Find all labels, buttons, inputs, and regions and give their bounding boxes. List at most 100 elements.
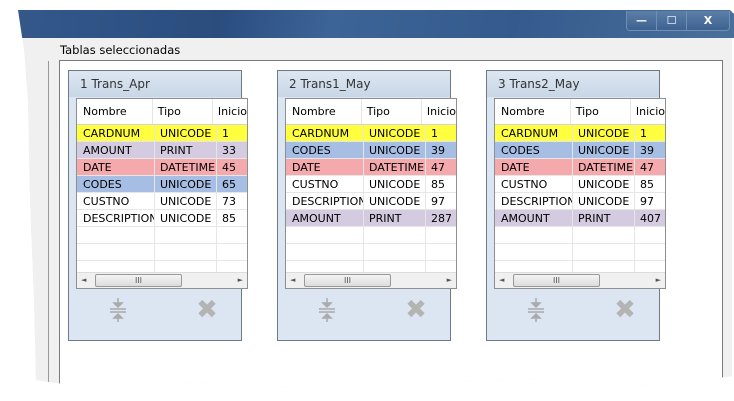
horizontal-scrollbar[interactable]: ◄ III ►: [77, 272, 247, 288]
table-card: 1 Trans_Apr Nombre Tipo Inicio CARDNUM U…: [68, 70, 248, 341]
scroll-thumb[interactable]: III: [513, 274, 600, 287]
x-icon[interactable]: ✖: [614, 295, 636, 325]
scroll-thumb[interactable]: III: [304, 274, 391, 287]
split-arrows-icon[interactable]: [524, 296, 548, 324]
cell-tipo: UNICODE: [573, 176, 635, 192]
table-row[interactable]: CARDNUM UNICODE 1: [286, 125, 456, 142]
table-row[interactable]: CUSTNO UNICODE 85: [495, 176, 665, 193]
table-row[interactable]: AMOUNT PRINT 407: [495, 210, 665, 227]
cell-tipo: UNICODE: [155, 210, 217, 226]
empty-row: [77, 244, 247, 261]
cell-tipo: UNICODE: [155, 176, 217, 192]
scroll-left-icon[interactable]: ◄: [81, 276, 87, 284]
cell-tipo: UNICODE: [573, 142, 635, 158]
scroll-right-icon[interactable]: ►: [237, 276, 243, 284]
cell-inicio: 1: [222, 127, 229, 140]
cell-inicio: 97: [431, 195, 445, 208]
column-header-nombre[interactable]: Nombre: [286, 99, 362, 124]
minimize-button[interactable]: —: [627, 11, 657, 30]
horizontal-scrollbar[interactable]: ◄ III ►: [495, 272, 665, 288]
cell-tipo: UNICODE: [364, 176, 426, 192]
cell-tipo: UNICODE: [573, 193, 635, 209]
cell-inicio: 407: [640, 212, 661, 225]
table-row[interactable]: DATE DATETIME 45: [77, 159, 247, 176]
column-header-tipo[interactable]: Tipo: [153, 99, 213, 124]
cell-nombre: CODES: [286, 142, 364, 158]
cell-inicio: 85: [431, 178, 445, 191]
table-row[interactable]: DATE DATETIME 47: [286, 159, 456, 176]
cell-inicio: 1: [640, 127, 647, 140]
fields-grid[interactable]: Nombre Tipo Inicio CARDNUM UNICODE 1 COD…: [494, 98, 666, 289]
cell-nombre: CARDNUM: [77, 125, 155, 141]
table-row[interactable]: AMOUNT PRINT 33: [77, 142, 247, 159]
horizontal-scrollbar[interactable]: ◄ III ►: [286, 272, 456, 288]
table-card: 2 Trans1_May Nombre Tipo Inicio CARDNUM …: [277, 70, 457, 341]
table-row[interactable]: CARDNUM UNICODE 1: [77, 125, 247, 142]
cell-nombre: CARDNUM: [495, 125, 573, 141]
table-row[interactable]: CODES UNICODE 65: [77, 176, 247, 193]
cell-inicio: 1: [431, 127, 438, 140]
column-header-nombre[interactable]: Nombre: [495, 99, 571, 124]
cell-nombre: CUSTNO: [495, 176, 573, 192]
cell-tipo: PRINT: [155, 142, 217, 158]
cell-tipo: PRINT: [573, 210, 635, 226]
empty-row: [495, 227, 665, 244]
cell-inicio: 47: [640, 161, 654, 174]
cell-nombre: DESCRIPTION: [495, 193, 573, 209]
cell-inicio: 97: [640, 195, 654, 208]
table-row[interactable]: AMOUNT PRINT 287: [286, 210, 456, 227]
fields-grid[interactable]: Nombre Tipo Inicio CARDNUM UNICODE 1 AMO…: [76, 98, 248, 289]
column-header-inicio[interactable]: Inicio: [426, 105, 456, 118]
split-arrows-icon[interactable]: [106, 296, 130, 324]
cell-inicio: 287: [431, 212, 452, 225]
table-row[interactable]: CARDNUM UNICODE 1: [495, 125, 665, 142]
fields-grid[interactable]: Nombre Tipo Inicio CARDNUM UNICODE 1 COD…: [285, 98, 457, 289]
grid-header: Nombre Tipo Inicio: [495, 99, 665, 125]
split-arrows-icon[interactable]: [315, 296, 339, 324]
table-row[interactable]: CUSTNO UNICODE 73: [77, 193, 247, 210]
grid-header: Nombre Tipo Inicio: [286, 99, 456, 125]
cell-inicio: 85: [640, 178, 654, 191]
column-header-inicio[interactable]: Inicio: [635, 105, 665, 118]
x-icon[interactable]: ✖: [405, 295, 427, 325]
table-row[interactable]: CODES UNICODE 39: [286, 142, 456, 159]
cell-tipo: UNICODE: [364, 125, 426, 141]
cell-tipo: UNICODE: [364, 193, 426, 209]
x-icon[interactable]: ✖: [196, 295, 218, 325]
table-row[interactable]: CUSTNO UNICODE 85: [286, 176, 456, 193]
cell-nombre: CODES: [495, 142, 573, 158]
table-row[interactable]: DESCRIPTION UNICODE 97: [495, 193, 665, 210]
table-row[interactable]: DESCRIPTION UNICODE 85: [77, 210, 247, 227]
cell-nombre: CARDNUM: [286, 125, 364, 141]
cell-inicio: 85: [222, 212, 236, 225]
scroll-thumb[interactable]: III: [95, 274, 182, 287]
cell-nombre: CODES: [77, 176, 155, 192]
cell-nombre: AMOUNT: [495, 210, 573, 226]
close-button[interactable]: X: [687, 11, 729, 30]
group-label: Tablas seleccionadas: [60, 43, 181, 57]
cell-nombre: AMOUNT: [286, 210, 364, 226]
empty-row: [495, 244, 665, 261]
scroll-left-icon[interactable]: ◄: [499, 276, 505, 284]
table-row[interactable]: DESCRIPTION UNICODE 97: [286, 193, 456, 210]
table-row[interactable]: DATE DATETIME 47: [495, 159, 665, 176]
column-header-tipo[interactable]: Tipo: [571, 99, 631, 124]
cell-nombre: DESCRIPTION: [77, 210, 155, 226]
cell-inicio: 39: [431, 144, 445, 157]
cell-tipo: DATETIME: [573, 159, 635, 175]
scroll-right-icon[interactable]: ►: [655, 276, 661, 284]
cell-tipo: UNICODE: [364, 142, 426, 158]
scroll-left-icon[interactable]: ◄: [290, 276, 296, 284]
scroll-right-icon[interactable]: ►: [446, 276, 452, 284]
column-header-inicio[interactable]: Inicio: [217, 105, 247, 118]
cell-inicio: 45: [222, 161, 236, 174]
table-row[interactable]: CODES UNICODE 39: [495, 142, 665, 159]
cell-inicio: 73: [222, 195, 236, 208]
maximize-button[interactable]: ☐: [657, 11, 687, 30]
column-header-tipo[interactable]: Tipo: [362, 99, 422, 124]
table-title: 2 Trans1_May: [278, 71, 450, 97]
column-header-nombre[interactable]: Nombre: [77, 99, 153, 124]
cell-tipo: UNICODE: [155, 193, 217, 209]
cell-inicio: 47: [431, 161, 445, 174]
